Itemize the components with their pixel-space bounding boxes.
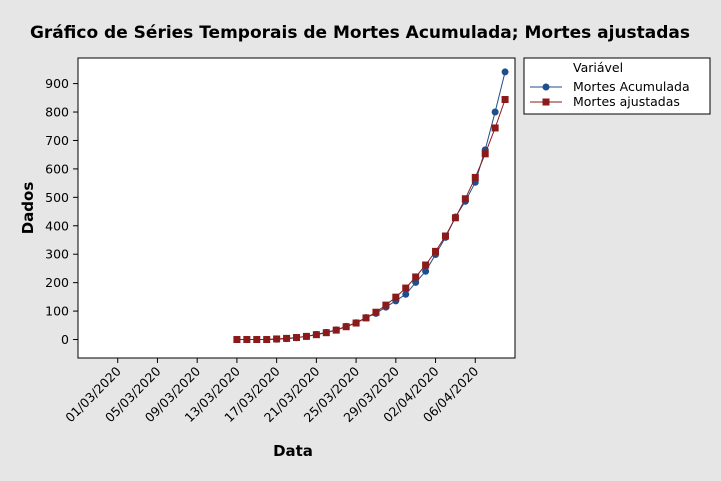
y-tick-label: 100 — [45, 304, 69, 319]
data-point-mortes-acumulada — [501, 68, 509, 76]
data-point-mortes-acumulada — [491, 108, 499, 116]
y-tick-label: 800 — [45, 105, 69, 120]
data-point-mortes-ajustadas — [372, 308, 380, 316]
series-layer — [233, 68, 509, 344]
x-axis-title: Data — [273, 442, 313, 460]
data-point-mortes-ajustadas — [471, 173, 479, 181]
data-point-mortes-ajustadas — [441, 232, 449, 240]
data-point-mortes-ajustadas — [322, 329, 330, 337]
y-tick-label: 700 — [45, 133, 69, 148]
data-point-mortes-ajustadas — [243, 336, 251, 344]
data-point-mortes-ajustadas — [491, 124, 499, 132]
series-mortes-ajustadas — [233, 96, 509, 344]
legend-title: Variável — [573, 60, 623, 75]
legend-marker-mortes-ajustadas — [542, 98, 550, 106]
data-point-mortes-ajustadas — [422, 261, 430, 269]
y-tick-label: 300 — [45, 247, 69, 262]
y-tick-label: 500 — [45, 190, 69, 205]
legend-marker-mortes-acumulada — [542, 83, 550, 91]
data-point-mortes-acumulada — [402, 290, 410, 298]
data-point-mortes-ajustadas — [253, 336, 261, 344]
legend-box — [523, 57, 711, 115]
data-point-mortes-ajustadas — [481, 150, 489, 158]
data-point-mortes-ajustadas — [302, 332, 310, 340]
plot-area — [77, 57, 516, 359]
y-tick-label: 200 — [45, 275, 69, 290]
legend-label-mortes-acumulada: Mortes Acumulada — [573, 79, 690, 94]
y-axis-title: Dados — [19, 182, 37, 235]
legend-label-mortes-ajustadas: Mortes ajustadas — [573, 94, 680, 109]
data-point-mortes-ajustadas — [432, 247, 440, 255]
data-point-mortes-ajustadas — [352, 319, 360, 327]
data-point-mortes-ajustadas — [332, 326, 340, 334]
data-point-mortes-ajustadas — [263, 336, 271, 344]
y-tick-label: 400 — [45, 218, 69, 233]
data-point-mortes-ajustadas — [293, 334, 300, 342]
y-tick-label: 0 — [61, 332, 69, 347]
chart-title: Gráfico de Séries Temporais de Mortes Ac… — [30, 23, 690, 43]
y-axis: 0 100 200 300 400 500 600 700 800 900 — [45, 76, 78, 347]
data-point-mortes-ajustadas — [392, 293, 400, 301]
data-point-mortes-ajustadas — [342, 323, 350, 331]
data-point-mortes-ajustadas — [382, 301, 390, 309]
data-point-mortes-ajustadas — [283, 334, 291, 342]
data-point-mortes-ajustadas — [233, 336, 241, 344]
data-point-mortes-ajustadas — [501, 96, 509, 104]
y-tick-label: 600 — [45, 161, 69, 176]
data-point-mortes-ajustadas — [461, 195, 469, 203]
data-point-mortes-ajustadas — [312, 331, 320, 339]
data-point-mortes-ajustadas — [451, 214, 459, 222]
series-line-mortes-ajustadas — [236, 99, 506, 340]
data-point-mortes-acumulada — [412, 278, 420, 286]
data-point-mortes-ajustadas — [362, 314, 370, 322]
data-point-mortes-ajustadas — [412, 273, 420, 281]
data-point-mortes-ajustadas — [402, 284, 410, 292]
data-point-mortes-ajustadas — [273, 335, 281, 343]
data-point-mortes-acumulada — [422, 267, 430, 275]
legend: Variável Mortes Acumulada Mortes ajustad… — [523, 57, 711, 115]
y-tick-label: 900 — [45, 76, 69, 91]
